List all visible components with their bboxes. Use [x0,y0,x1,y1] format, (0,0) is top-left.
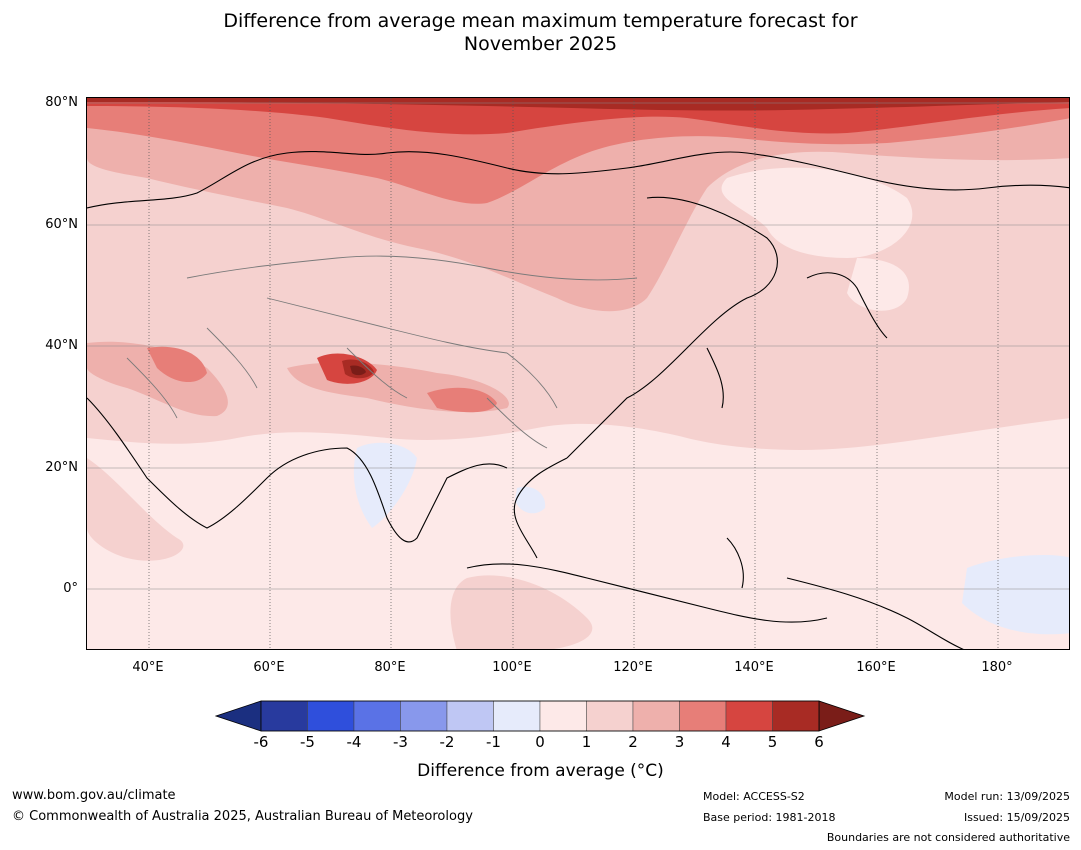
colorbar-segment [353,700,401,732]
lat-label-0: 0° [63,581,78,596]
colorbar-tick-label: -4 [346,733,362,751]
anomaly-band-neg-india [353,442,417,528]
lat-label-80n: 80°N [45,95,78,110]
footer-url: www.bom.gov.au/climate [12,788,176,803]
footer-model: Model: ACCESS-S2 [703,790,805,803]
lon-label-140e: 140°E [734,660,774,675]
footer-copyright: © Commonwealth of Australia 2025, Austra… [12,809,473,824]
footer-base-period: Base period: 1981-2018 [703,811,836,824]
footer-issued: Issued: 15/09/2025 [963,811,1070,824]
anomaly-band-3-4-tibet [427,387,497,413]
lat-label-20n: 20°N [45,460,78,475]
lon-label-120e: 120°E [613,660,653,675]
anomaly-band-1-2-arabia [87,458,184,561]
colorbar-tick-label: 5 [767,733,778,751]
colorbar-segment [632,700,680,732]
anomaly-band-above-6 [350,365,366,376]
colorbar-segment [539,700,587,732]
country-borders [126,255,638,449]
anomaly-band-neg-pacific [962,555,1069,635]
colorbar-segment [400,700,448,732]
colorbar-tick-label: -3 [393,733,408,751]
longitude-gridlines [148,98,999,649]
colorbar-segment [307,700,355,732]
title-line-1: Difference from average mean maximum tem… [223,10,858,32]
lon-label-60e: 60°E [253,660,285,675]
colorbar-tick-label: 4 [721,733,731,751]
colorbar-segment [493,700,541,732]
colorbar-extend-high [818,700,866,732]
colorbar-tick-label: -5 [300,733,315,751]
colorbar-segment [679,700,727,732]
colorbar-segment [772,700,820,732]
map-canvas [87,98,1069,649]
anomaly-band-0-1-pacific [847,258,909,311]
colorbar-tick-label: 2 [628,733,638,751]
colorbar-tick-label: 3 [674,733,685,751]
lat-label-40n: 40°N [45,338,78,353]
anomaly-band-3-4-iran [147,346,207,383]
title-line-2: November 2025 [463,33,618,55]
lon-label-40e: 40°E [132,660,164,675]
lon-label-100e: 100°E [492,660,532,675]
colorbar-tick-label: -6 [253,733,269,751]
colorbar-extend-low [215,700,262,732]
colorbar-frame [260,700,820,732]
colorbar-tick-label: -2 [439,733,455,751]
colorbar-tick-label: -1 [486,733,501,751]
anomaly-band-neg-indochina [515,486,546,514]
colorbar-segment [586,700,634,732]
colorbar-tick-label: 1 [581,733,592,751]
lon-label-160e: 160°E [856,660,896,675]
forecast-map [86,97,1070,650]
colorbar-segment [446,700,494,732]
colorbar-tick-label: 0 [535,733,545,751]
anomaly-band-1-2-indonesia [450,575,593,649]
colorbar [215,700,866,732]
colorbar-label: Difference from average (°C) [417,761,664,781]
colorbar-segment [725,700,773,732]
lon-label-180: 180° [981,660,1013,675]
lon-label-80e: 80°E [374,660,406,675]
colorbar-segment [260,700,308,732]
anomaly-band-0-1-siberia [721,167,913,258]
latitude-gridlines [87,102,1069,590]
lat-label-60n: 60°N [45,217,78,232]
coastlines [87,151,1069,649]
footer-disclaimer: Boundaries are not considered authoritat… [826,831,1070,844]
colorbar-tick-label: 6 [814,733,824,751]
anomaly-band-5-6 [87,98,1069,111]
footer-model-run: Model run: 13/09/2025 [944,790,1070,803]
map-title: Difference from average mean maximum tem… [0,10,1081,56]
